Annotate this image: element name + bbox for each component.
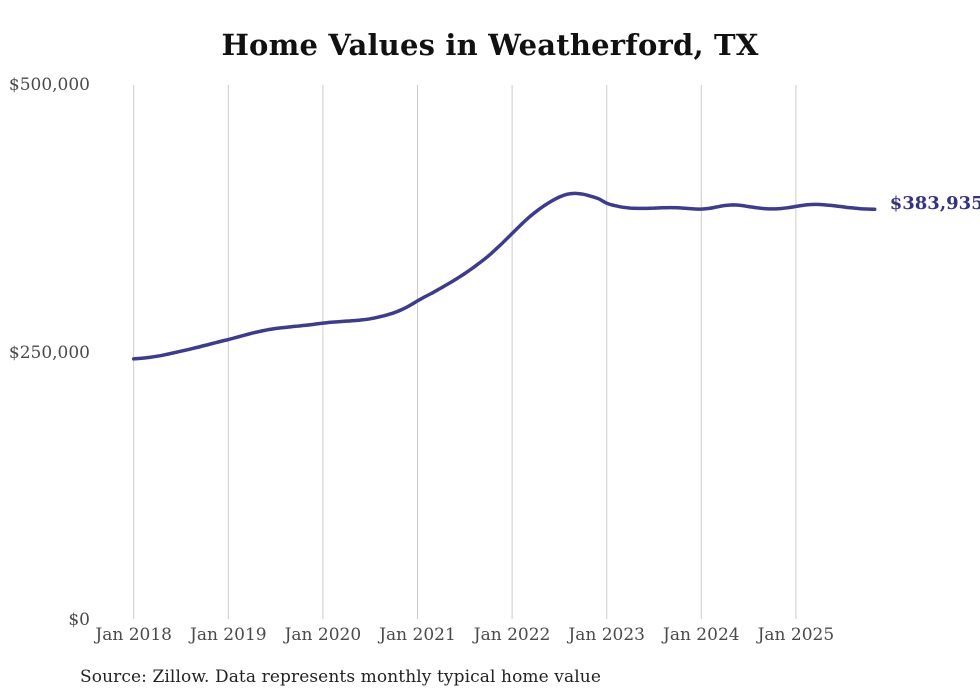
x-tick-label: Jan 2019 bbox=[190, 625, 267, 645]
y-tick-label: $500,000 bbox=[8, 75, 90, 95]
latest-value-label: $383,935 bbox=[889, 193, 980, 215]
x-tick-label: Jan 2023 bbox=[568, 625, 645, 645]
y-tick-label: $250,000 bbox=[8, 342, 90, 363]
y-tick-label: $0 bbox=[68, 610, 90, 630]
x-tick-label: Jan 2025 bbox=[757, 625, 835, 645]
source-note: Source: Zillow. Data represents monthly … bbox=[80, 667, 601, 687]
x-tick-label: Jan 2018 bbox=[95, 625, 172, 645]
x-tick-label: Jan 2020 bbox=[284, 625, 362, 645]
x-tick-label: Jan 2021 bbox=[379, 625, 456, 645]
x-tick-label: Jan 2024 bbox=[663, 625, 740, 645]
x-tick-label: Jan 2022 bbox=[473, 625, 551, 645]
chart-title: Home Values in Weatherford, TX bbox=[221, 28, 759, 62]
home-value-line bbox=[131, 191, 877, 361]
